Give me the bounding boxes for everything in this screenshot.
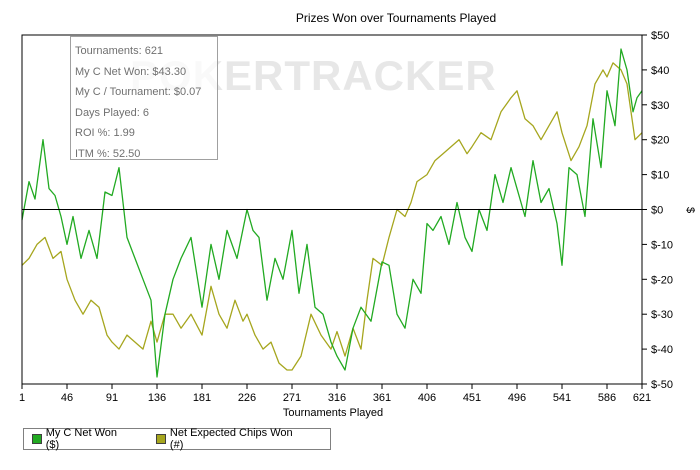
x-tick-label: 91 — [106, 392, 118, 404]
tooltip-itm: ITM %: 52.50 — [75, 147, 141, 160]
tooltip-days-played: Days Played: 6 — [75, 106, 149, 119]
x-tick-label: 316 — [328, 392, 346, 404]
y-tick-label: $40 — [651, 65, 669, 77]
legend-item-net-won[interactable]: My C Net Won ($) — [32, 427, 130, 451]
stats-tooltip: Tournaments: 621 My C Net Won: $43.30 My… — [70, 36, 218, 160]
legend-label-net-won: My C Net Won ($) — [45, 427, 118, 451]
y-tick-label: $50 — [651, 30, 669, 42]
y-tick-label: $-20 — [651, 274, 673, 286]
legend: My C Net Won ($) Net Expected Chips Won … — [23, 427, 331, 451]
x-tick-label: 496 — [508, 392, 526, 404]
legend-item-expected-chips[interactable]: Net Expected Chips Won (#) — [156, 427, 304, 451]
x-tick-label: 361 — [373, 392, 391, 404]
y-tick-label: $20 — [651, 135, 669, 147]
y-tick-label: $-30 — [651, 309, 673, 321]
y-tick-label: $10 — [651, 170, 669, 182]
series-line-net-won — [21, 48, 643, 378]
x-tick-label: 226 — [238, 392, 256, 404]
y-tick-label: $-10 — [651, 239, 673, 251]
series-line-expected-chips — [21, 62, 643, 371]
legend-swatch-net-won — [32, 434, 42, 444]
x-tick-label: 46 — [61, 392, 73, 404]
y-tick-label: $30 — [651, 100, 669, 112]
y-tick-label: $-50 — [651, 379, 673, 391]
series-layer — [21, 48, 643, 378]
x-tick-label: 1 — [19, 392, 25, 404]
x-tick-label: 406 — [418, 392, 436, 404]
tooltip-per-tournament: My C / Tournament: $0.07 — [75, 86, 202, 98]
chart-title: Prizes Won over Tournaments Played — [296, 11, 496, 25]
x-tick-label: 586 — [598, 392, 616, 404]
x-tick-label: 621 — [633, 392, 651, 404]
y-tick-label: $-40 — [651, 344, 673, 356]
x-tick-label: 181 — [193, 392, 211, 404]
x-tick-label: 451 — [463, 392, 481, 404]
legend-swatch-expected-chips — [156, 434, 166, 444]
x-tick-label: 271 — [283, 392, 301, 404]
tooltip-tournaments: Tournaments: 621 — [75, 45, 164, 57]
x-tick-label: 136 — [148, 392, 166, 404]
x-tick-label: 541 — [553, 392, 571, 404]
y-tick-label: $0 — [651, 205, 663, 217]
axes-layer: 1 46 91 136 181 226 271 316 361 406 451 496 541 586 62… — [19, 30, 673, 404]
y-axis-label: $ — [684, 207, 696, 213]
tooltip-net-won: My C Net Won: $43.30 — [75, 65, 187, 78]
x-axis-label: Tournaments Played — [283, 407, 383, 419]
legend-label-expected-chips: Net Expected Chips Won (#) — [169, 427, 293, 451]
tooltip-roi: ROI %: 1.99 — [75, 127, 135, 139]
